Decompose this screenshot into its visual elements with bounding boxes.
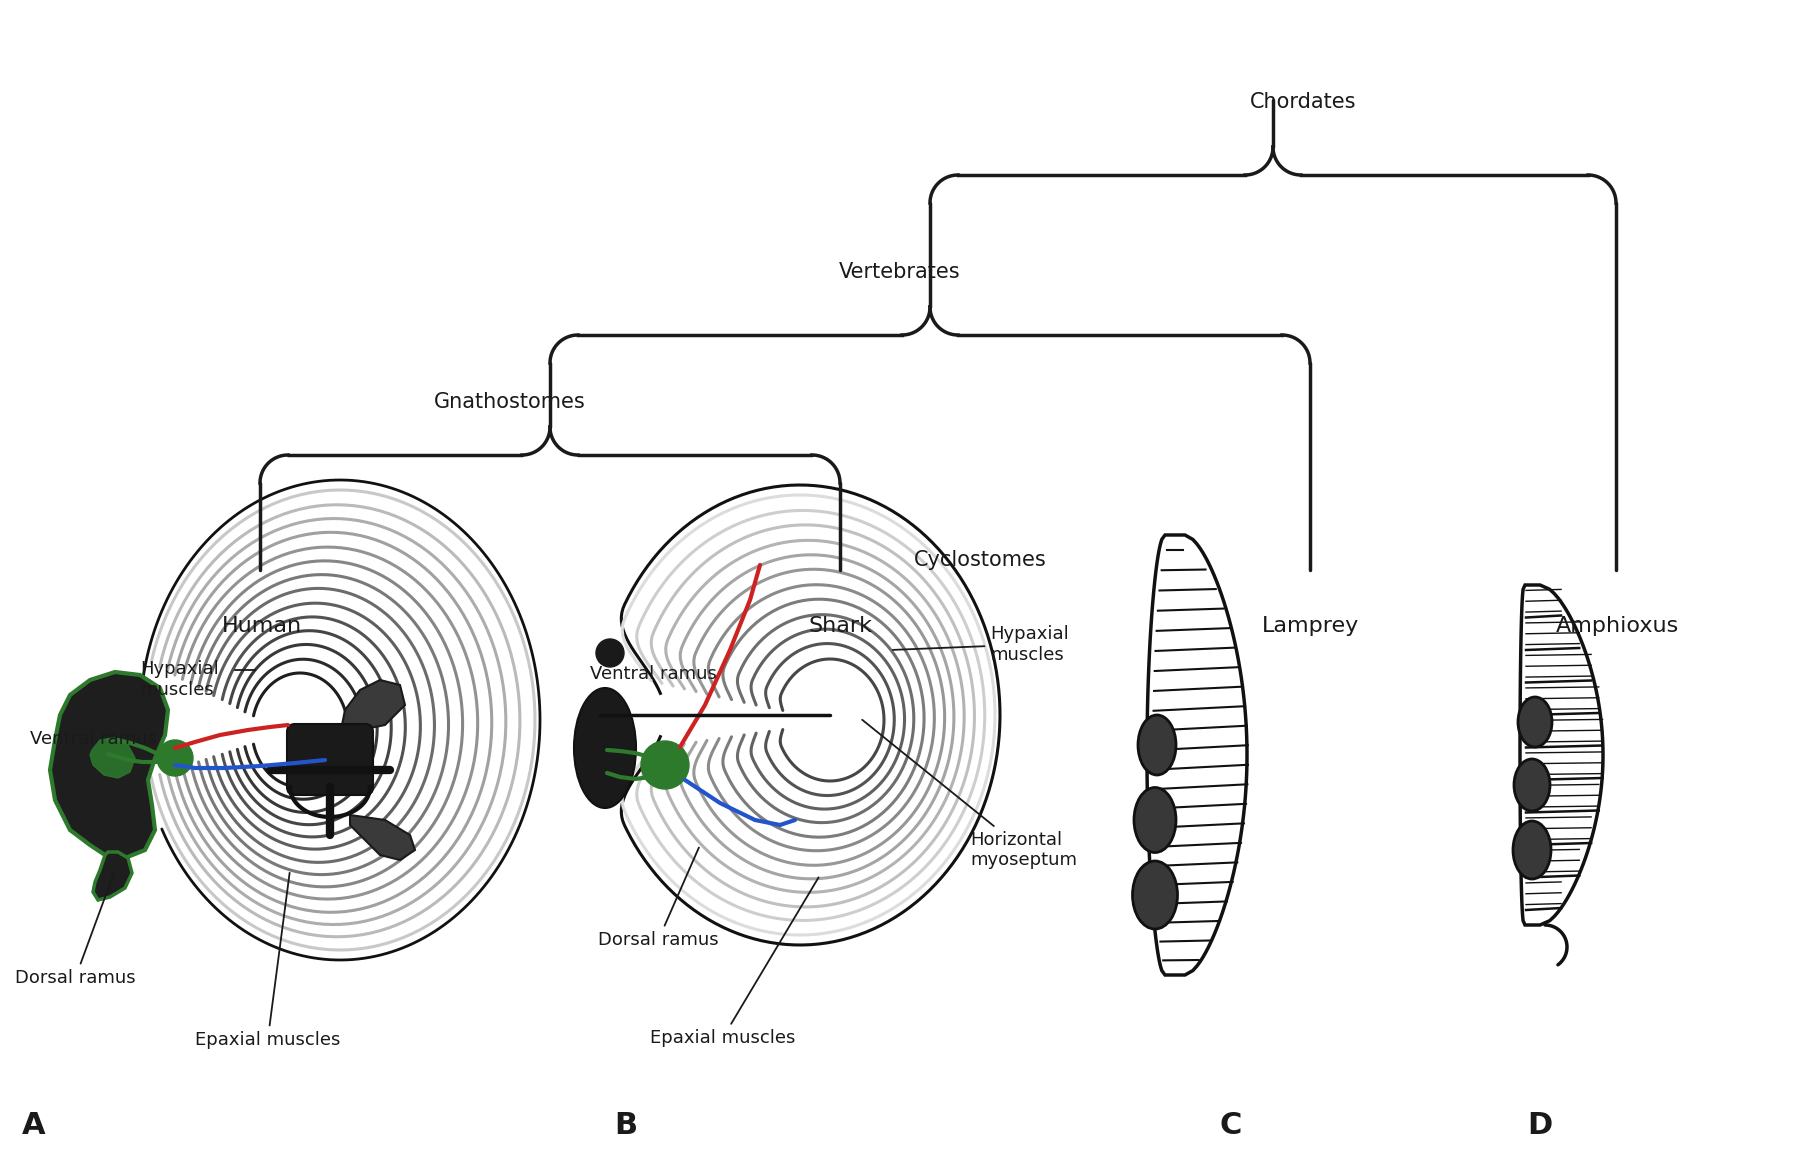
Text: Hypaxial
muscles: Hypaxial muscles: [893, 625, 1068, 664]
Text: Vertebrates: Vertebrates: [838, 262, 961, 282]
Text: C: C: [1220, 1111, 1241, 1139]
Ellipse shape: [1133, 861, 1178, 929]
Polygon shape: [351, 815, 416, 860]
Text: Gnathostomes: Gnathostomes: [434, 392, 585, 412]
Ellipse shape: [575, 688, 636, 808]
Polygon shape: [51, 672, 168, 857]
Text: Ventral ramus: Ventral ramus: [31, 730, 157, 748]
Text: Chordates: Chordates: [1250, 92, 1357, 112]
Polygon shape: [1520, 585, 1603, 925]
Text: D: D: [1527, 1111, 1552, 1139]
Polygon shape: [342, 680, 405, 732]
Circle shape: [596, 639, 623, 666]
Text: Human: Human: [222, 616, 302, 635]
Text: Dorsal ramus: Dorsal ramus: [598, 847, 719, 950]
Polygon shape: [1147, 535, 1247, 975]
Circle shape: [157, 740, 193, 776]
Text: Horizontal
myoseptum: Horizontal myoseptum: [862, 719, 1077, 869]
Text: Amphioxus: Amphioxus: [1556, 616, 1679, 635]
Text: Cyclostomes: Cyclostomes: [914, 550, 1046, 570]
Ellipse shape: [1138, 715, 1176, 775]
Text: Shark: Shark: [808, 616, 873, 635]
Text: Epaxial muscles: Epaxial muscles: [195, 872, 340, 1049]
Text: Lamprey: Lamprey: [1261, 616, 1359, 635]
Text: B: B: [614, 1111, 638, 1139]
Ellipse shape: [1518, 698, 1552, 747]
Ellipse shape: [1135, 787, 1176, 853]
Ellipse shape: [1512, 821, 1550, 879]
Text: Ventral ramus: Ventral ramus: [591, 665, 717, 683]
Text: Dorsal ramus: Dorsal ramus: [14, 872, 136, 988]
Text: A: A: [22, 1111, 45, 1139]
Text: Hypaxial
muscles: Hypaxial muscles: [139, 660, 219, 699]
Polygon shape: [90, 738, 136, 778]
Polygon shape: [92, 852, 132, 900]
Ellipse shape: [1514, 759, 1550, 811]
Text: Epaxial muscles: Epaxial muscles: [651, 877, 819, 1047]
FancyBboxPatch shape: [287, 724, 372, 795]
Circle shape: [641, 741, 688, 788]
